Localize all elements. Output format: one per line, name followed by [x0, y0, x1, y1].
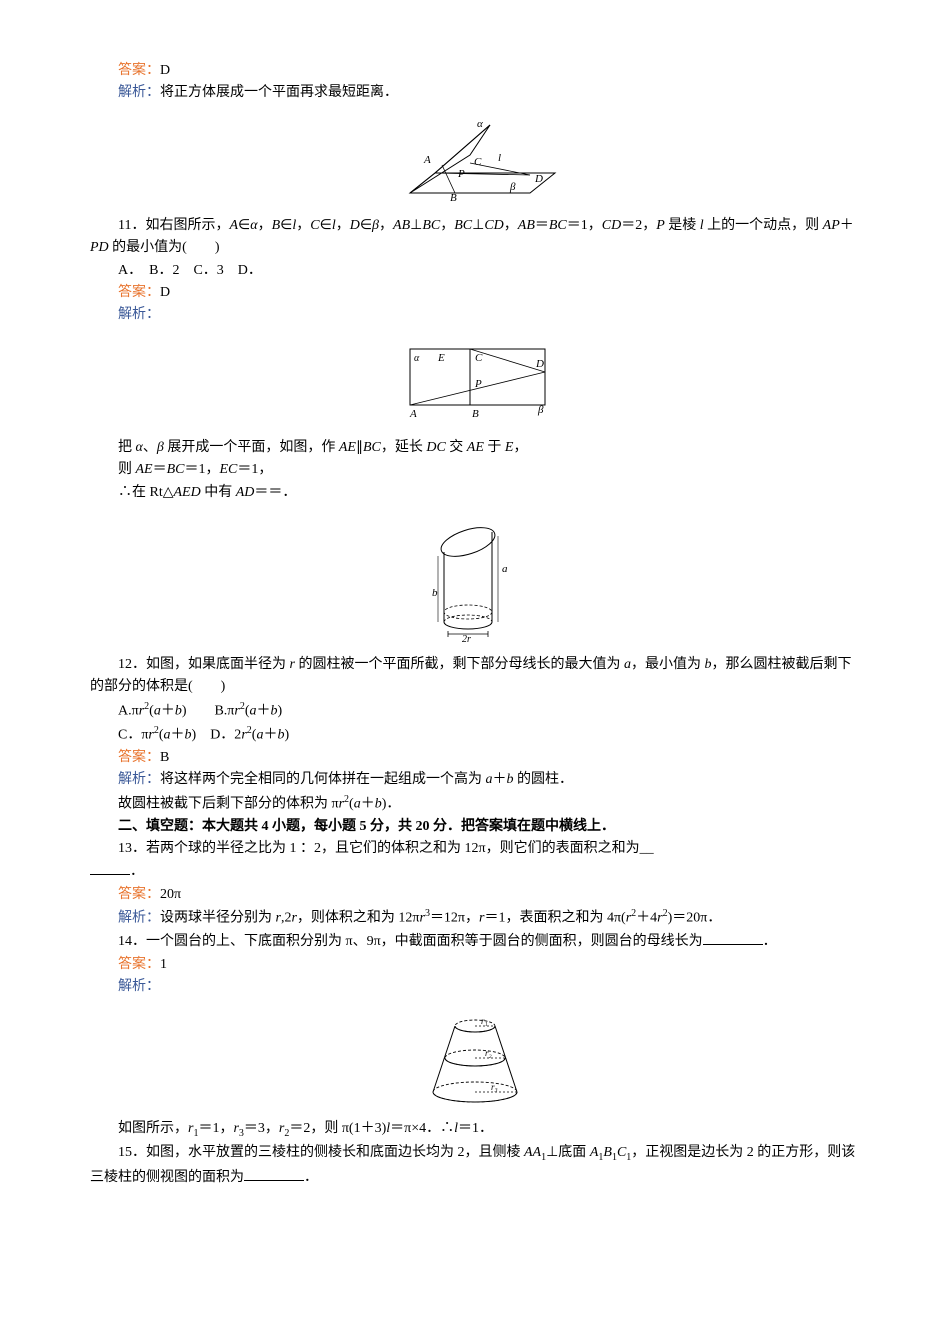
q14-answer-label: 答案：	[118, 957, 160, 972]
q13-analysis-label: 解析：	[118, 911, 160, 926]
q11-line3: ∴在 Rt△AED 中有 AD＝＝．	[90, 482, 860, 504]
q14-analysis-label: 解析：	[118, 979, 160, 994]
q13-prompt: 13．若两个球的半径之比为 1 ：2，且它们的体积之和为 12π，则它们的表面积…	[90, 838, 860, 860]
q13-analysis: 解析：设两球半径分别为 r,2r，则体积之和为 12πr3＝12π，r＝1，表面…	[90, 906, 860, 930]
q11-prompt-body: A	[229, 218, 238, 233]
q11-diagram-unfolded: α E C D P A B β	[90, 337, 860, 427]
q11-line2: 则 AE＝BC＝1，EC＝1，	[90, 459, 860, 481]
svg-text:D: D	[535, 358, 544, 370]
alpha-label: α	[477, 118, 483, 130]
q14-conclusion: 如图所示，r1＝1，r3＝3，r2＝2，则 π(1＋3)l＝π×4．∴l＝1．	[90, 1118, 860, 1142]
q12-answer-line: 答案：B	[90, 747, 860, 769]
C-label: C	[474, 156, 482, 168]
q14-answer-value: 1	[160, 957, 167, 972]
q11-answer-label: 答案：	[118, 285, 160, 300]
svg-text:r₂: r₂	[485, 1048, 492, 1058]
q11-analysis-line: 解析：	[90, 304, 860, 326]
beta-label: β	[509, 181, 516, 193]
q12-choices-ab: A.πr2(a＋b) B.πr2(a＋b)	[90, 699, 860, 723]
svg-text:b: b	[432, 587, 438, 599]
q12-answer-value: B	[160, 750, 169, 765]
svg-text:a: a	[502, 563, 508, 575]
q10-answer-value: D	[160, 63, 170, 78]
q12-analysis-line1: 解析：将这样两个完全相同的几何体拼在一起组成一个高为 a＋b 的圆柱．	[90, 769, 860, 791]
D-label: D	[534, 173, 543, 185]
q14-answer-line: 答案：1	[90, 954, 860, 976]
q14-analysis-line: 解析：	[90, 976, 860, 998]
svg-text:r₁: r₁	[481, 1016, 488, 1026]
q12-choices-cd: C．πr2(a＋b) D．2r2(a＋b)	[90, 723, 860, 747]
q13-blank-line: ．	[90, 860, 860, 883]
q11-answer-value: D	[160, 285, 170, 300]
l-label: l	[498, 152, 501, 164]
q11-diagram-planes: α A C l P D B β	[90, 115, 860, 205]
B-label: B	[450, 192, 457, 204]
q12-analysis-line2: 故圆柱被截下后剩下部分的体积为 πr2(a＋b)．	[90, 792, 860, 816]
A-label: A	[423, 154, 431, 166]
svg-text:B: B	[472, 408, 479, 420]
svg-text:P: P	[474, 378, 482, 390]
section2-heading: 二、填空题：本大题共 4 小题，每小题 5 分，共 20 分．把答案填在题中横线…	[90, 816, 860, 838]
q14-prompt: 14．一个圆台的上、下底面积分别为 π、9π，中截面面积等于圆台的侧面积，则圆台…	[90, 930, 860, 953]
q10-analysis-line: 解析：将正方体展成一个平面再求最短距离．	[90, 82, 860, 104]
q11-prompt-pre: 11．如右图所示，	[118, 218, 229, 233]
q11-line1: 把 α、β 展开成一个平面，如图，作 AE∥BC，延长 DC 交 AE 于 E，	[90, 437, 860, 459]
q15-prompt: 15．如图，水平放置的三棱柱的侧棱长和底面边长均为 2，且侧棱 AA1⊥底面 A…	[90, 1142, 860, 1189]
q14-diagram-frustum: r₁ r₂ r₃	[90, 1008, 860, 1108]
q12-answer-label: 答案：	[118, 750, 160, 765]
q13-answer-label: 答案：	[118, 887, 160, 902]
svg-text:r₃: r₃	[491, 1082, 498, 1092]
q11-choices: A． B．2 C．3 D．	[90, 260, 860, 282]
q13-answer-value: 20π	[160, 887, 181, 902]
q10-analysis-label: 解析：	[118, 85, 160, 100]
q12-analysis-label: 解析：	[118, 772, 160, 787]
svg-text:A: A	[409, 408, 417, 420]
q11-answer-line: 答案：D	[90, 282, 860, 304]
q11-analysis-label: 解析：	[118, 307, 160, 322]
q13-answer-line: 答案：20π	[90, 884, 860, 906]
q12-prompt: 12．如图，如果底面半径为 r 的圆柱被一个平面所截，剩下部分母线长的最大值为 …	[90, 654, 860, 699]
svg-text:2r: 2r	[462, 634, 471, 644]
q10-answer-label: 答案：	[118, 63, 160, 78]
svg-text:E: E	[437, 352, 445, 364]
svg-text:C: C	[475, 352, 483, 364]
svg-text:β: β	[537, 404, 544, 416]
q10-analysis-text: 将正方体展成一个平面再求最短距离．	[160, 85, 398, 100]
svg-text:α: α	[414, 353, 420, 364]
q12-diagram-cylinder: a b 2r	[90, 514, 860, 644]
q10-answer-line: 答案：D	[90, 60, 860, 82]
q11-prompt: 11．如右图所示，A∈α，B∈l，C∈l，D∈β，AB⊥BC，BC⊥CD，AB＝…	[90, 215, 860, 260]
